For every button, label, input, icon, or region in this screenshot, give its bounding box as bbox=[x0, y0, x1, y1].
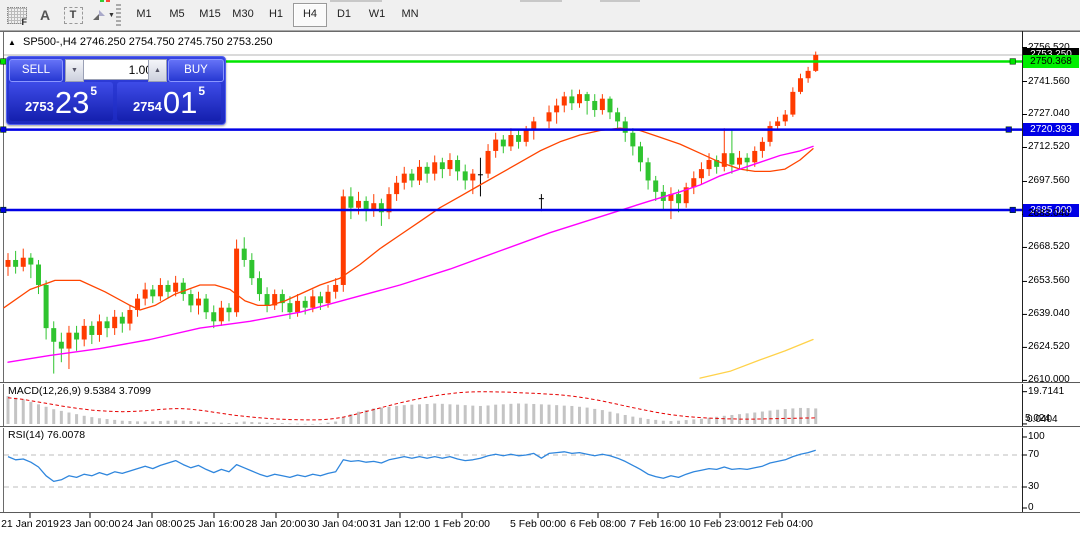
timeframe-h4-button[interactable]: H4 bbox=[293, 3, 327, 27]
volume-increase-button[interactable]: ▲ bbox=[148, 59, 167, 82]
volume-input[interactable] bbox=[83, 59, 157, 80]
toolbar-sliver bbox=[106, 0, 110, 2]
text-tool-button[interactable]: T bbox=[60, 3, 86, 27]
macd-axis-overlap: 5.024 bbox=[1025, 413, 1051, 424]
sell-button[interactable]: SELL bbox=[9, 59, 63, 82]
time-axis-label: 6 Feb 08:00 bbox=[569, 518, 627, 530]
timeframe-m1-button[interactable]: M1 bbox=[136, 8, 152, 20]
chart-grid-button[interactable]: F bbox=[4, 3, 30, 27]
timeframe-m15-button[interactable]: M15 bbox=[199, 8, 221, 20]
rsi-axis-100: 100 bbox=[1028, 431, 1045, 442]
timeframe-m5-button[interactable]: M5 bbox=[169, 8, 185, 20]
blue-line-price-box: 2685.000 bbox=[1023, 203, 1079, 217]
time-axis-label: 30 Jan 04:00 bbox=[307, 518, 369, 530]
rsi-axis-30: 30 bbox=[1028, 481, 1040, 492]
timeframe-mn-button[interactable]: MN bbox=[401, 8, 419, 20]
toolbar-sliver bbox=[520, 0, 562, 2]
chevron-down-icon: ▼ bbox=[108, 11, 115, 19]
timeframe-group: M1 M5 M15 M30 H1 H4 D1 W1 MN bbox=[128, 3, 427, 27]
price-axis-tick: 2610.000 bbox=[1028, 374, 1070, 386]
pane-border bbox=[0, 31, 1080, 32]
time-axis-label: 5 Feb 00:00 bbox=[509, 518, 567, 530]
buy-button[interactable]: BUY bbox=[168, 59, 224, 82]
volume-decrease-button[interactable]: ▼ bbox=[65, 59, 84, 82]
letter-t-icon: T bbox=[63, 6, 83, 24]
time-axis-label: 31 Jan 12:00 bbox=[369, 518, 431, 530]
toolbar-grip[interactable] bbox=[116, 4, 121, 26]
time-axis-label: 7 Feb 16:00 bbox=[629, 518, 687, 530]
time-axis-label: 1 Feb 20:00 bbox=[433, 518, 491, 530]
arrows-icon bbox=[93, 10, 106, 20]
toolbar-sliver bbox=[100, 0, 104, 2]
pane-separator[interactable] bbox=[0, 426, 1080, 428]
one-click-trade-panel: SELL ▼ ▲ BUY 2753 23 5 2754 01 5 bbox=[6, 56, 226, 125]
timeframe-h1-button[interactable]: H1 bbox=[268, 8, 284, 20]
buy-price-prefix: 2754 bbox=[132, 99, 162, 114]
pane-separator bbox=[0, 512, 1080, 514]
timeframe-m30-button[interactable]: M30 bbox=[232, 8, 254, 20]
pane-border bbox=[3, 31, 4, 513]
chart-title: ▲ SP500-,H4 2746.250 2754.750 2745.750 2… bbox=[8, 36, 273, 48]
chevron-down-icon: ▼ bbox=[71, 67, 78, 74]
pane-separator[interactable] bbox=[0, 382, 1080, 384]
time-axis-label: 12 Feb 04:00 bbox=[751, 518, 813, 530]
rsi-label: RSI(14) 76.0078 bbox=[8, 429, 86, 441]
time-axis-label: 24 Jan 08:00 bbox=[121, 518, 183, 530]
symbol-period-label: SP500-,H4 bbox=[22, 36, 77, 48]
price-axis-tick: 2697.560 bbox=[1028, 175, 1070, 187]
price-axis-tick: 2653.560 bbox=[1028, 275, 1070, 287]
chevron-up-icon: ▲ bbox=[154, 67, 161, 74]
toolbar-sliver bbox=[330, 0, 382, 2]
price-axis-tick: 2683.040 bbox=[1028, 208, 1070, 220]
price-axis-tick: 2741.560 bbox=[1028, 75, 1070, 87]
time-axis-label: 23 Jan 00:00 bbox=[59, 518, 121, 530]
time-axis-label: 25 Jan 16:00 bbox=[183, 518, 245, 530]
grid-f-icon: F bbox=[7, 6, 27, 27]
timeframe-d1-button[interactable]: D1 bbox=[336, 8, 352, 20]
price-axis-tick: 2712.520 bbox=[1028, 141, 1070, 153]
sell-price-prefix: 2753 bbox=[24, 99, 54, 114]
price-axis-tick: 2624.520 bbox=[1028, 341, 1070, 353]
price-axis-tick: 2668.520 bbox=[1028, 241, 1070, 253]
arrow-objects-button[interactable]: ▼ bbox=[88, 3, 118, 27]
buy-price-sup: 5 bbox=[198, 84, 206, 98]
green-line-price-box: 2750.368 bbox=[1023, 55, 1079, 68]
blue-line-price-box: 2720.393 bbox=[1023, 123, 1079, 136]
font-label-button[interactable]: A bbox=[32, 3, 58, 27]
time-axis-label: 21 Jan 2019 bbox=[1, 518, 59, 530]
price-axis-tick: 2727.040 bbox=[1028, 108, 1070, 120]
collapse-triangle-icon: ▲ bbox=[8, 38, 16, 47]
letter-a-icon: A bbox=[39, 7, 51, 23]
macd-label: MACD(12,26,9) 9.5384 3.7099 bbox=[8, 385, 152, 397]
price-axis-tick: 2756.520 bbox=[1028, 41, 1070, 53]
sell-price-sup: 5 bbox=[90, 84, 98, 98]
timeframe-w1-button[interactable]: W1 bbox=[368, 8, 386, 20]
price-axis-tick: 2639.040 bbox=[1028, 308, 1070, 320]
macd-axis-max: 19.7141 bbox=[1028, 386, 1065, 397]
buy-price-display[interactable]: 2754 01 5 bbox=[117, 82, 221, 121]
rsi-axis-0: 0 bbox=[1028, 502, 1034, 513]
buy-price-big: 01 bbox=[162, 85, 198, 120]
time-axis-label: 28 Jan 20:00 bbox=[245, 518, 307, 530]
ohlc-values: 2746.250 2754.750 2745.750 2753.250 bbox=[79, 36, 273, 48]
price-axis-line[interactable] bbox=[1022, 31, 1023, 513]
sell-price-big: 23 bbox=[54, 85, 90, 120]
toolbar-sliver bbox=[600, 0, 640, 2]
time-axis-label: 10 Feb 23:00 bbox=[689, 518, 751, 530]
sell-price-display[interactable]: 2753 23 5 bbox=[9, 82, 113, 121]
rsi-axis-70: 70 bbox=[1028, 449, 1040, 460]
toolbar: F A T ▼ M1 M5 M15 M30 H1 H4 D1 W1 MN bbox=[0, 0, 1080, 31]
macd-axis-min: 0.0404 bbox=[1027, 414, 1058, 425]
